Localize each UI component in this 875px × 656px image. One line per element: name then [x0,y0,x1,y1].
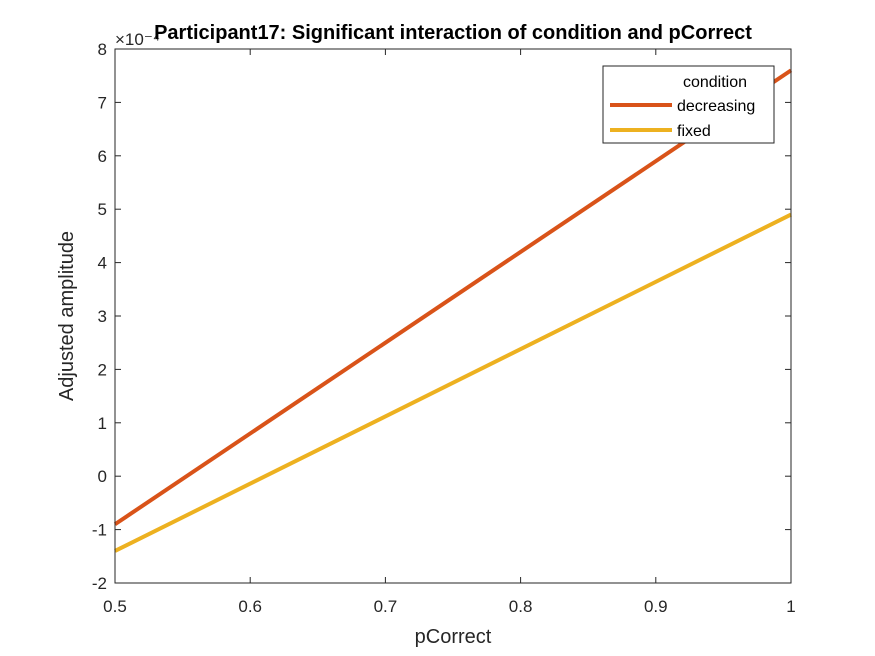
legend-label-fixed: fixed [677,123,711,140]
x-tick-label: 0.5 [103,597,127,616]
y-ticks: -2 -1 0 1 2 3 4 5 6 7 8 [92,40,791,593]
legend: condition decreasing fixed [602,65,775,144]
y-tick-label: 1 [98,414,107,433]
chart-title: Participant17: Significant interaction o… [154,22,752,44]
y-tick-label: 6 [98,147,107,166]
legend-title: condition [683,74,747,91]
series-line-fixed [114,212,792,553]
y-tick-label: 7 [98,93,107,112]
y-tick-label: -1 [92,521,107,540]
y-axis-label: Adjusted amplitude [56,231,78,401]
series-line-decreasing [113,68,793,526]
x-axis-label: pCorrect [415,626,492,648]
x-tick-label: 1 [786,597,795,616]
legend-label-decreasing: decreasing [677,98,755,115]
y-tick-label: 0 [98,467,107,486]
y-tick-label: 8 [98,40,107,59]
axes-box [114,48,792,584]
x-tick-label: 0.6 [238,597,262,616]
y-tick-label: 3 [98,307,107,326]
y-tick-label: 4 [98,254,107,273]
y-tick-label: 2 [98,360,107,379]
y-tick-label: -2 [92,574,107,593]
series-lines [113,68,793,553]
x-tick-label: 0.9 [644,597,668,616]
x-tick-label: 0.7 [374,597,398,616]
y-tick-label: 5 [98,200,107,219]
x-tick-label: 0.8 [509,597,533,616]
y-exponent-label: ×10⁻⁴ [115,30,160,49]
